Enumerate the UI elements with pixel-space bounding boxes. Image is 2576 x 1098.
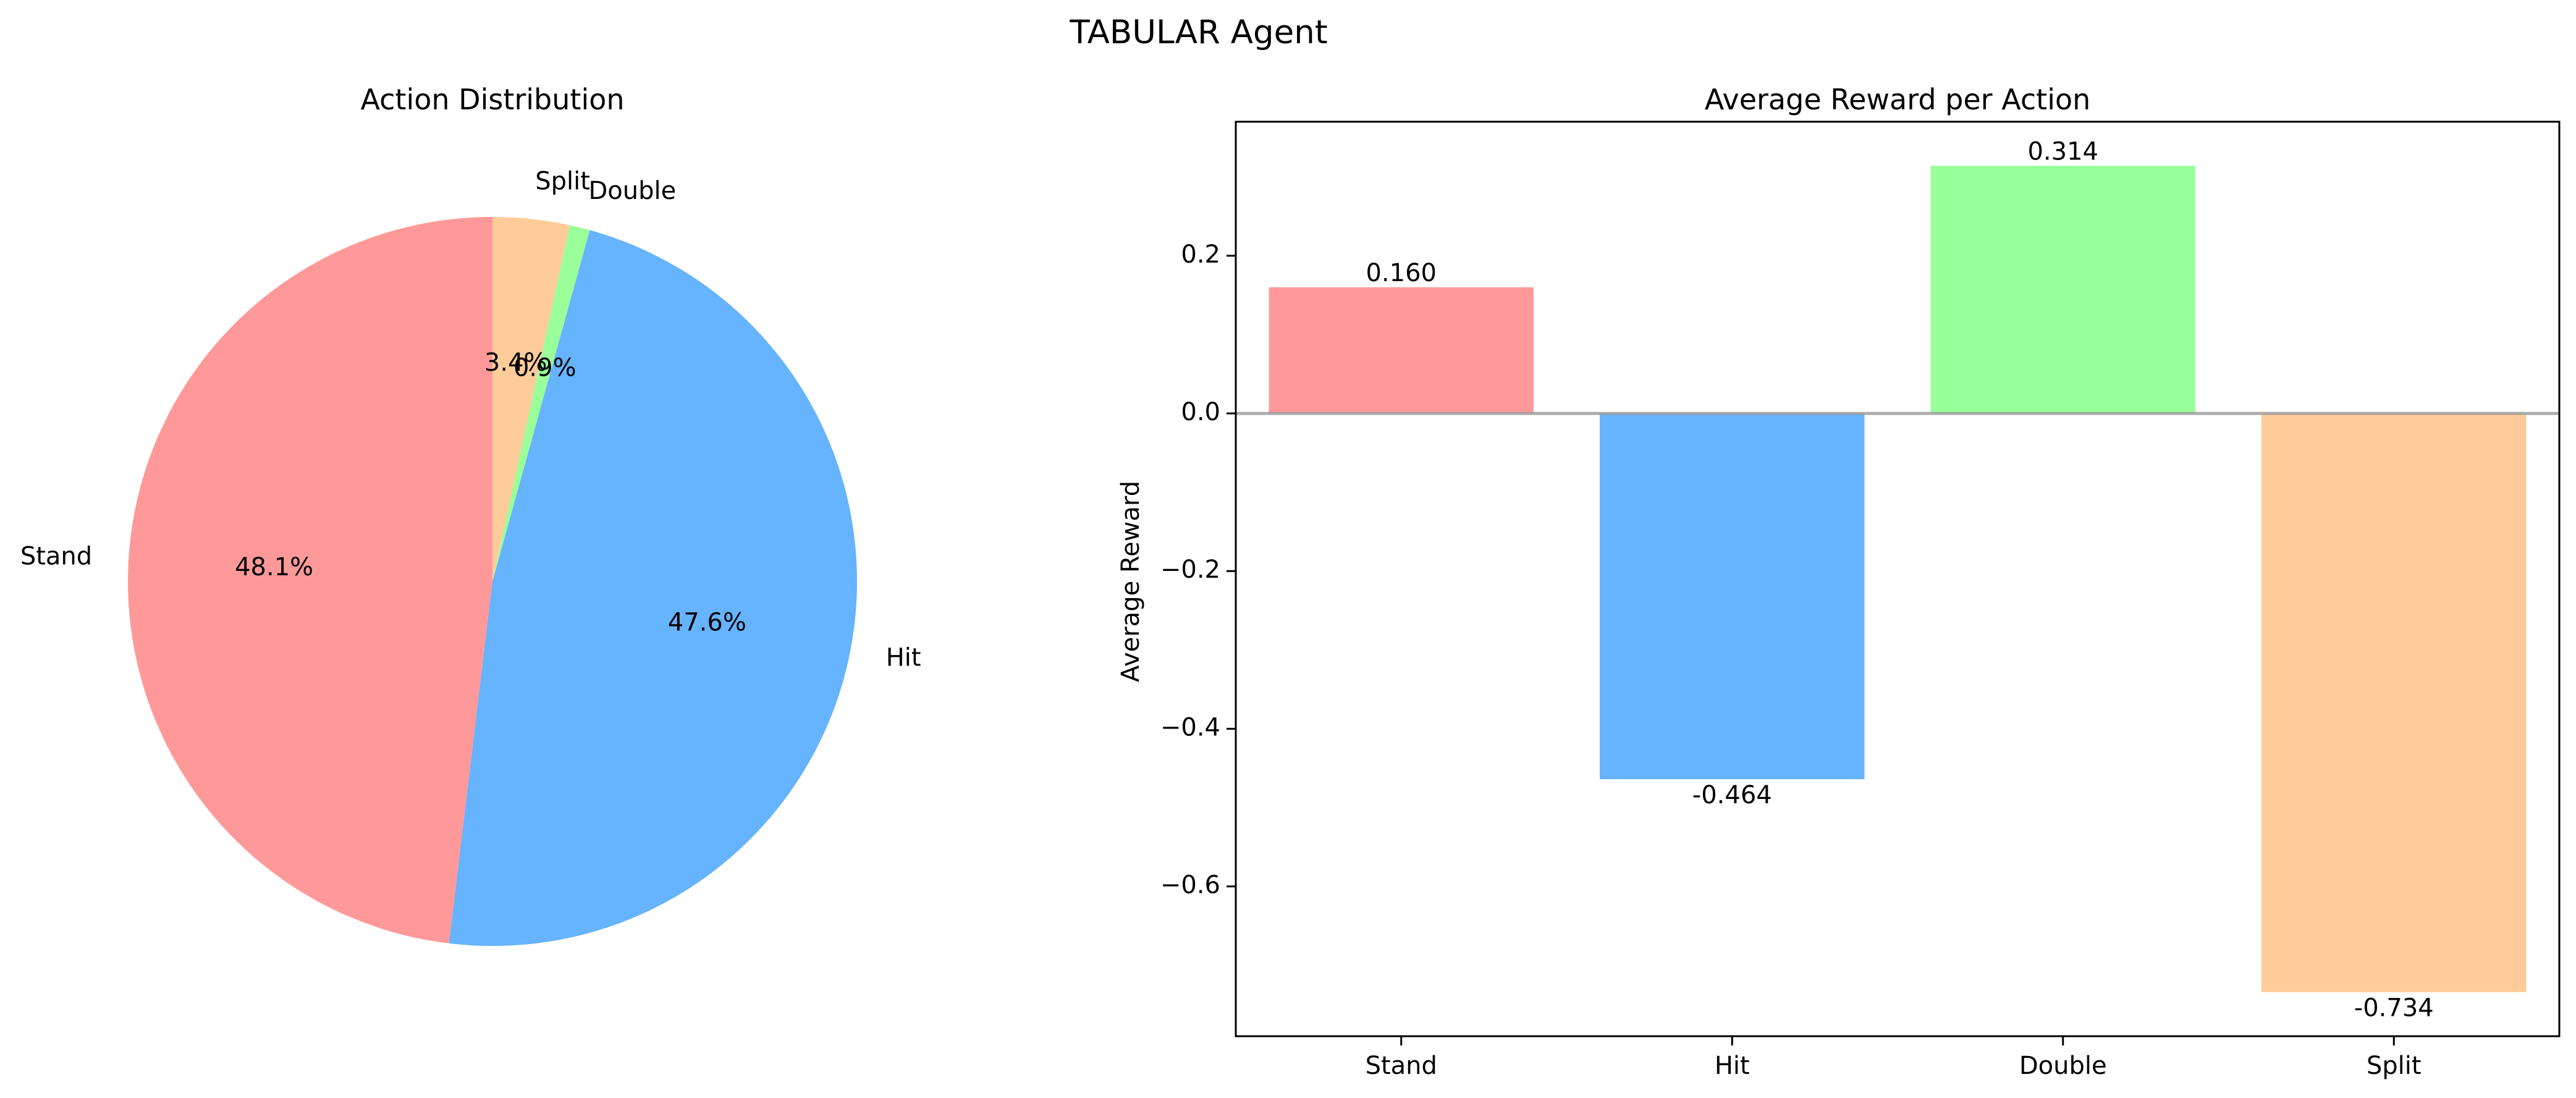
pie-chart-title: Action Distribution <box>360 83 624 116</box>
bar-value-label-double: 0.314 <box>2027 137 2098 166</box>
pie-labels: Stand 48.1% Hit 47.6% Double 0.9% Split 3.4% <box>20 167 921 672</box>
y-tick-label: −0.4 <box>1160 713 1220 741</box>
pie-percent-label-double: 0.9% <box>513 353 576 382</box>
y-tick-label: −0.2 <box>1160 555 1220 584</box>
plot-frame <box>1235 120 2561 1037</box>
bar-split <box>2261 413 2527 992</box>
y-tick-label: 0.2 <box>1181 240 1220 269</box>
y-tick-label: 0.0 <box>1181 398 1220 426</box>
bar-value-label-stand: 0.160 <box>1366 259 1437 287</box>
x-tick-label-split: Split <box>2367 1052 2422 1080</box>
pie-percent-label-hit: 47.6% <box>668 609 746 637</box>
pie-category-label-split: Split <box>535 167 590 196</box>
pie-slice-double <box>492 225 590 581</box>
pie-slice-stand <box>127 217 492 944</box>
bars <box>1269 166 2527 992</box>
pie-slice-hit <box>449 230 858 947</box>
x-axis-ticks: Stand Hit Double Split <box>1366 1036 2422 1080</box>
bar-chart-title: Average Reward per Action <box>1705 83 2091 116</box>
bar-value-label-hit: -0.464 <box>1692 781 1772 809</box>
bar-value-label-split: -0.734 <box>2354 994 2434 1022</box>
pie-percent-label-stand: 48.1% <box>235 553 313 581</box>
x-tick-label-double: Double <box>2019 1052 2107 1080</box>
pie-category-label-double: Double <box>588 177 676 205</box>
action-distribution-pie-chart: Action Distribution Stand 48.1% Hit 47.6% Do… <box>20 83 921 947</box>
pie-category-label-hit: Hit <box>886 644 921 672</box>
x-tick-label-stand: Stand <box>1366 1052 1437 1080</box>
bar-value-labels: 0.160 -0.464 0.314 -0.734 <box>1366 137 2433 1022</box>
pie-category-label-stand: Stand <box>20 542 92 570</box>
average-reward-bar-chart: Average Reward per Action Average Reward… <box>1117 83 2561 1080</box>
figure-title: TABULAR Agent <box>1069 14 1327 51</box>
y-tick-label: −0.6 <box>1160 871 1220 900</box>
x-tick-label-hit: Hit <box>1715 1052 1750 1080</box>
y-axis-ticks: −0.6 −0.4 −0.2 0.0 0.2 <box>1160 240 1236 900</box>
pie-slice-split <box>492 217 570 581</box>
bar-stand <box>1269 287 1534 414</box>
bar-hit <box>1600 413 1865 780</box>
pie-slices <box>127 217 858 947</box>
bar-double <box>1930 166 2195 414</box>
pie-percent-label-split: 3.4% <box>484 348 547 377</box>
y-axis-label: Average Reward <box>1117 481 1145 682</box>
